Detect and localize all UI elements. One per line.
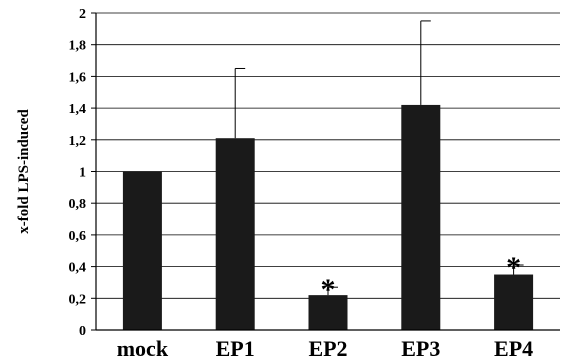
x-category-label: EP3 xyxy=(401,336,440,361)
y-tick-label: 0,4 xyxy=(69,261,87,276)
significance-star: * xyxy=(506,251,521,284)
y-tick-label: 1,8 xyxy=(69,39,87,54)
error-bars xyxy=(234,20,524,296)
y-tick-label: 1,6 xyxy=(69,70,87,85)
significance-star: * xyxy=(321,273,336,306)
bar-ep4 xyxy=(494,274,534,330)
bar-ep1 xyxy=(215,138,255,330)
y-tick-label: 0,8 xyxy=(69,197,87,212)
y-axis-ticks: 0 0,2 0,4 0,6 0,8 1 1,2 1,4 1,6 1,8 2 xyxy=(69,7,96,339)
x-category-label: EP1 xyxy=(216,336,255,361)
y-tick-label: 1 xyxy=(79,166,86,181)
y-tick-label: 1,4 xyxy=(69,102,87,117)
x-category-label: mock xyxy=(117,336,169,361)
bars xyxy=(122,104,534,331)
significance-markers: ** xyxy=(321,251,522,306)
grid-lines xyxy=(96,12,560,299)
x-category-label: EP4 xyxy=(494,336,533,361)
bar-ep2 xyxy=(308,295,348,330)
x-category-label: EP2 xyxy=(308,336,347,361)
y-tick-label: 0,6 xyxy=(69,229,87,244)
bar-mock xyxy=(122,171,162,330)
x-axis-categories: mock EP1 EP2 EP3 EP4 xyxy=(117,336,533,361)
y-tick-label: 2 xyxy=(79,7,86,22)
y-axis-title: x-fold LPS-induced xyxy=(16,109,32,234)
y-tick-label: 0,2 xyxy=(69,292,87,307)
y-tick-label: 0 xyxy=(79,324,86,339)
bar-ep3 xyxy=(401,104,441,331)
y-tick-label: 1,2 xyxy=(69,134,87,149)
